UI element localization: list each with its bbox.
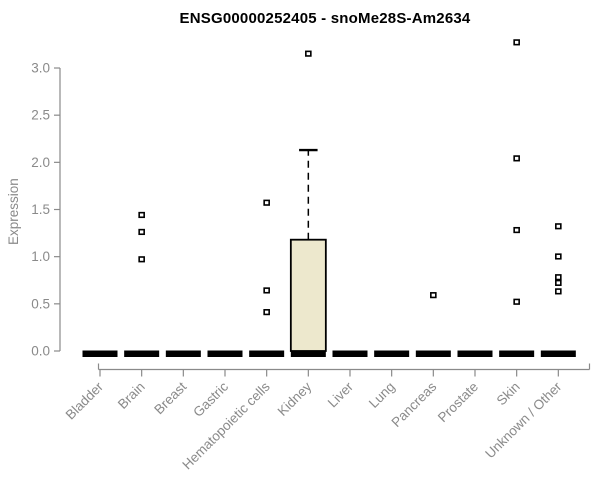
x-category-label: Gastric (190, 379, 231, 420)
outlier-point (555, 274, 562, 281)
outlier-point (430, 292, 437, 299)
outlier-point (555, 223, 562, 230)
x-category-label: Prostate (435, 379, 481, 425)
y-tick-label: 3.0 (31, 61, 50, 76)
box-median-bar (499, 350, 535, 357)
box-median-bar (415, 350, 451, 357)
y-tick-label: 1.5 (31, 202, 50, 217)
box-median-bar (290, 350, 326, 357)
x-category-label: Breast (151, 379, 189, 417)
box-median-bar (540, 350, 576, 357)
outlier-point (513, 226, 520, 234)
outlier-point (263, 287, 270, 294)
x-category-label: Brain (115, 379, 148, 412)
outlier-point (513, 298, 520, 305)
box-median-bar (165, 350, 201, 357)
y-tick-label: 0.5 (31, 296, 50, 311)
box-median-bar (249, 350, 285, 357)
y-tick-label: 0.0 (31, 344, 50, 359)
outlier-point (555, 279, 562, 286)
outlier-point (138, 256, 145, 263)
outlier-point (305, 50, 312, 57)
x-category-label: Pancreas (389, 379, 440, 430)
x-category-label: Unknown / Other (482, 379, 565, 462)
chart-title: ENSG00000252405 - snoMe28S-Am2634 (179, 10, 471, 27)
outlier-point (513, 39, 520, 46)
outlier-point (263, 309, 270, 316)
x-category-label: Bladder (63, 379, 107, 423)
y-tick-label: 1.0 (31, 249, 50, 264)
box-median-bar (457, 350, 493, 357)
box-rect (289, 238, 327, 352)
outlier-point (263, 199, 270, 206)
box-median-bar (207, 350, 243, 357)
x-category-label: Skin (494, 379, 523, 408)
outlier-point (555, 253, 562, 260)
x-category-label: Lung (366, 379, 398, 411)
y-tick-label: 2.5 (31, 108, 50, 123)
box-median-bar (82, 350, 118, 357)
outlier-point (555, 288, 562, 295)
box-median-bar (124, 350, 160, 357)
outlier-point (138, 228, 145, 236)
outlier-point (513, 155, 520, 162)
box-median-bar (374, 350, 410, 357)
outlier-point (138, 211, 145, 219)
x-category-label: Liver (325, 379, 357, 411)
x-category-label: Kidney (275, 379, 315, 419)
box-median-bar (332, 350, 368, 357)
y-tick-label: 2.0 (31, 155, 50, 170)
